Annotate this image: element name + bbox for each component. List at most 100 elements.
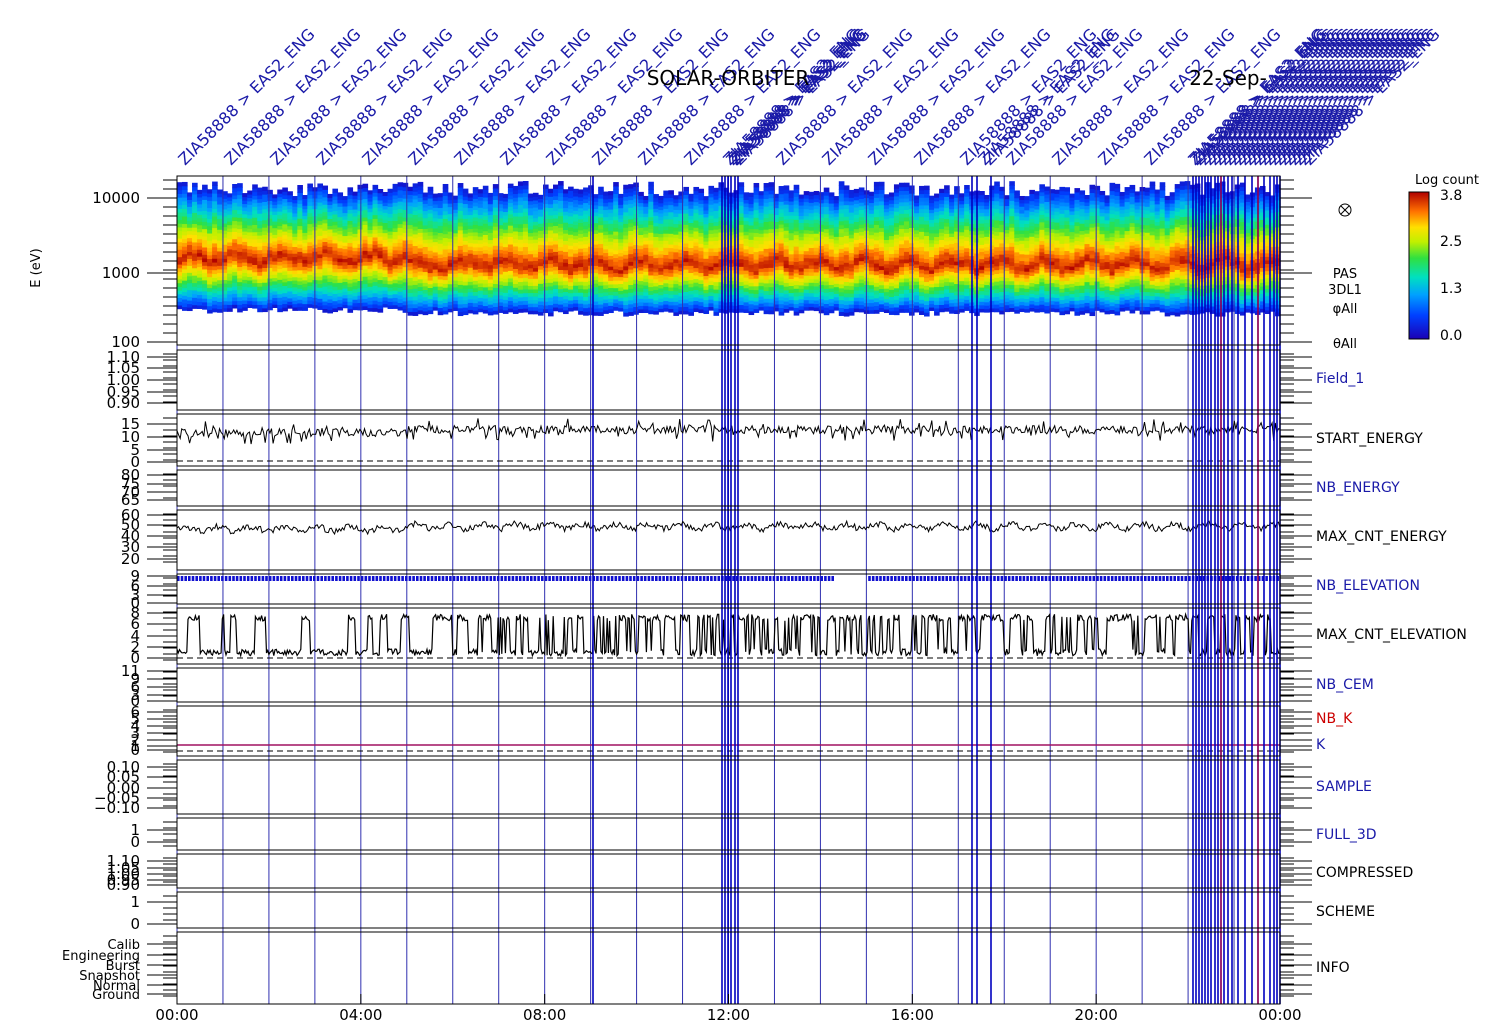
spectrogram-cell xyxy=(487,210,494,215)
spectrogram-cell xyxy=(893,299,900,304)
spectrogram-cell xyxy=(693,263,700,269)
spectrogram-cell xyxy=(357,203,364,208)
spectrogram-cell xyxy=(603,209,609,214)
spectrogram-cell xyxy=(197,217,203,222)
spectrogram-cell xyxy=(683,254,689,259)
spectrogram-cell xyxy=(277,254,283,259)
spectrogram-cell xyxy=(783,304,790,310)
spectrogram-cell xyxy=(903,236,910,241)
spectrogram-cell xyxy=(688,197,694,202)
spectrogram-cell xyxy=(177,204,183,209)
spectrogram-cell xyxy=(833,256,840,261)
spectrogram-cell xyxy=(207,236,213,241)
spectrogram-cell xyxy=(497,207,504,212)
spectrogram-cell xyxy=(773,214,780,219)
spectrogram-cell xyxy=(287,242,293,247)
spectrogram-cell xyxy=(753,240,760,245)
spectrogram-cell xyxy=(337,233,344,238)
spectrogram-cell xyxy=(608,251,614,256)
spectrogram-cell xyxy=(638,206,644,211)
spectrogram-cell xyxy=(207,302,213,307)
spectrogram-cell xyxy=(502,204,509,209)
spectrogram-cell xyxy=(578,259,584,264)
spectrogram-cell xyxy=(317,194,323,199)
spectrogram-cell xyxy=(522,281,529,286)
spectrogram-cell xyxy=(482,193,489,198)
spectrogram-cell xyxy=(893,283,900,289)
spectrogram-cell xyxy=(292,306,298,311)
spectrogram-cell xyxy=(347,301,354,306)
spectrogram-cell xyxy=(603,220,609,225)
spectrogram-cell xyxy=(793,192,800,197)
spectrogram-cell xyxy=(302,273,308,277)
spectrogram-cell xyxy=(598,288,604,294)
spectrogram-cell xyxy=(693,296,700,302)
spectrogram-cell xyxy=(347,227,354,232)
spectrogram-cell xyxy=(297,232,303,238)
spectrogram-cell xyxy=(527,207,534,212)
spectrogram-cell xyxy=(322,278,329,283)
spectrogram-cell xyxy=(618,231,624,236)
spectrogram-cell xyxy=(397,193,404,198)
spectrogram-cell xyxy=(843,212,850,217)
spectrogram-cell xyxy=(357,247,364,252)
spectrogram-cell xyxy=(457,284,464,289)
spectrogram-cell xyxy=(352,271,359,276)
spectrogram-cell xyxy=(773,266,780,271)
spectrogram-cell xyxy=(267,249,273,254)
spectrogram-cell xyxy=(573,213,579,218)
spectrogram-cell xyxy=(688,222,694,227)
spectrogram-cell xyxy=(497,298,504,303)
spectrogram-cell xyxy=(868,202,875,207)
spectrogram-cell xyxy=(207,203,213,209)
spectrogram-cell xyxy=(482,286,489,292)
spectrogram-cell xyxy=(858,216,865,221)
spectrogram-cell xyxy=(888,260,895,265)
spectrogram-cell xyxy=(367,243,374,248)
spectrogram-cell xyxy=(267,228,273,233)
spectrogram-cell xyxy=(527,232,534,237)
spectrogram-cell xyxy=(237,190,243,196)
spectrogram-cell xyxy=(507,221,514,226)
spectrogram-cell xyxy=(512,234,519,240)
spectrogram-cell xyxy=(307,300,313,305)
spectrogram-cell xyxy=(723,261,730,266)
spectrogram-cell xyxy=(537,269,544,274)
spectrogram-cell xyxy=(432,268,439,273)
spectrogram-cell xyxy=(778,250,785,255)
spectrogram-cell xyxy=(688,300,694,306)
spectrogram-cell xyxy=(262,252,268,258)
spectrogram-cell xyxy=(402,247,409,252)
spectrogram-cell xyxy=(583,210,589,215)
spectrogram-cell xyxy=(858,297,865,302)
spectrogram-cell xyxy=(337,195,344,200)
spectrogram-cell xyxy=(568,259,574,264)
spectrogram-cell xyxy=(482,211,489,217)
spectrogram-cell xyxy=(903,224,910,230)
spectrogram-cell xyxy=(603,256,609,261)
spectrogram-cell xyxy=(713,292,720,298)
spectrogram-cell xyxy=(337,268,344,273)
spectrogram-cell xyxy=(683,235,689,240)
spectrogram-cell xyxy=(548,285,554,291)
spectrogram-cell xyxy=(217,189,223,194)
spectrogram-cell xyxy=(502,309,509,314)
spectrogram-cell xyxy=(392,227,399,233)
spectrogram-cell xyxy=(212,307,218,313)
spectrogram-cell xyxy=(568,292,574,297)
spectrogram-cell xyxy=(838,291,845,297)
spectrogram-cell xyxy=(202,243,208,248)
spectrogram-cell xyxy=(302,232,308,237)
spectrogram-cell xyxy=(643,291,649,296)
spectrogram-cell xyxy=(733,287,740,292)
spectrogram-cell xyxy=(798,274,805,279)
spectrogram-cell xyxy=(688,283,694,288)
spectrogram-cell xyxy=(563,269,569,274)
spectrogram-cell xyxy=(502,288,509,293)
spectrogram-cell xyxy=(232,296,238,302)
spectrogram-cell xyxy=(653,211,659,216)
spectrogram-cell xyxy=(462,295,469,301)
spectrogram-cell xyxy=(638,259,644,264)
spectrogram-cell xyxy=(623,288,629,294)
spectrogram-cell xyxy=(563,284,569,289)
